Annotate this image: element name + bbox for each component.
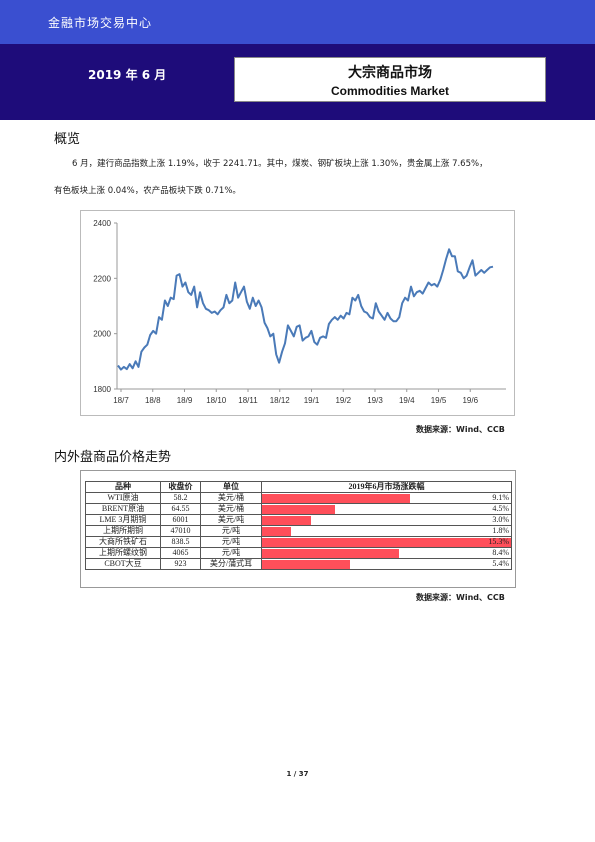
report-title-en: Commodities Market (330, 84, 450, 98)
prices-source: 数据来源：Wind、CCB (416, 593, 505, 602)
price-unit: 元/吨 (200, 547, 262, 559)
index-series-line (117, 248, 494, 371)
change-bar (262, 505, 336, 514)
commodity-index-chart-frame: 1800 2000 2200 2400 18/7 18/8 18/9 18/10 18/11 18… (80, 210, 515, 416)
change-cell: 5.4% (261, 558, 512, 570)
commodity-name: CBOT大豆 (85, 558, 161, 570)
price-unit: 元/吨 (200, 525, 262, 537)
commodity-name: BRENT原油 (85, 503, 161, 515)
commodity-name: WTI原油 (85, 492, 161, 504)
header-name: 品种 (85, 481, 161, 493)
x-tick-label: 18/7 (113, 396, 129, 405)
commodity-index-chart: 1800 2000 2200 2400 18/7 18/8 18/9 18/10 18/11 18… (93, 219, 506, 405)
table-row: BRENT原油 64.55 美元/桶 4.5% (85, 503, 512, 515)
change-label: 5.4% (492, 559, 509, 568)
change-label: 1.8% (492, 526, 509, 535)
change-cell: 15.3% (261, 536, 512, 548)
x-tick-label: 18/11 (238, 396, 258, 405)
closing-price: 923 (160, 558, 201, 570)
change-cell: 3.0% (261, 514, 512, 526)
closing-price: 6001 (160, 514, 201, 526)
y-tick-label: 2400 (93, 219, 111, 228)
commodity-name: 大商所铁矿石 (85, 536, 161, 548)
table-row: WTI原油 58.2 美元/桶 9.1% (85, 492, 512, 504)
prices-table: 品种 收盘价 单位 2019年6月市场涨跌幅 WTI原油 58.2 美元/桶 9.1%… (85, 481, 512, 570)
x-tick-label: 18/9 (177, 396, 193, 405)
report-title-box: 大宗商品市场 Commodities Market (234, 57, 546, 102)
closing-price: 47010 (160, 525, 201, 537)
commodity-name: 上期所期铜 (85, 525, 161, 537)
x-tick-label: 18/12 (270, 396, 291, 405)
change-bar (262, 516, 311, 525)
table-row: 大商所铁矿石 838.5 元/吨 15.3% (85, 536, 512, 548)
price-unit: 美元/桶 (200, 492, 262, 504)
change-bar (262, 549, 399, 558)
x-tick-label: 19/3 (367, 396, 383, 405)
change-label: 9.1% (492, 493, 509, 502)
change-cell: 9.1% (261, 492, 512, 504)
price-unit: 美元/桶 (200, 503, 262, 515)
y-tick-label: 2000 (93, 330, 111, 339)
change-bar (262, 538, 511, 547)
change-bar (262, 527, 292, 536)
x-tick-label: 19/6 (462, 396, 478, 405)
header-price: 收盘价 (160, 481, 201, 493)
x-tick-label: 19/4 (399, 396, 415, 405)
change-bar (262, 494, 411, 503)
prices-heading: 内外盘商品价格走势 (54, 450, 172, 465)
y-tick-label: 1800 (93, 385, 111, 394)
header-change: 2019年6月市场涨跌幅 (261, 481, 512, 493)
header-unit: 单位 (200, 481, 262, 493)
change-bar (262, 560, 350, 569)
change-cell: 4.5% (261, 503, 512, 515)
change-label: 8.4% (492, 548, 509, 557)
change-label: 15.3% (488, 537, 509, 546)
overview-line-2: 有色板块上涨 0.04%，农产品板块下跌 0.71%。 (54, 186, 241, 196)
change-label: 4.5% (492, 504, 509, 513)
y-tick-label: 2200 (93, 274, 111, 283)
x-tick-label: 19/5 (431, 396, 447, 405)
page-number: 1 / 37 (286, 770, 309, 778)
chart-source: 数据来源：Wind、CCB (416, 425, 505, 434)
report-title-cn: 大宗商品市场 (348, 65, 432, 81)
closing-price: 838.5 (160, 536, 201, 548)
prices-table-header: 品种 收盘价 单位 2019年6月市场涨跌幅 (85, 481, 512, 493)
overview-line-1: 6 月，建行商品指数上涨 1.19%，收于 2241.71。其中，煤炭、钢矿板块… (72, 159, 488, 169)
overview-paragraph: 6 月，建行商品指数上涨 1.19%，收于 2241.71。其中，煤炭、钢矿板块… (54, 151, 544, 205)
commodity-name: LME 3月期铜 (85, 514, 161, 526)
x-tick-label: 19/1 (304, 396, 320, 405)
x-tick-label: 19/2 (335, 396, 351, 405)
organization-name: 金融市场交易中心 (48, 16, 153, 30)
overview-heading: 概览 (54, 132, 81, 147)
closing-price: 4065 (160, 547, 201, 559)
price-unit: 元/吨 (200, 536, 262, 548)
prices-table-frame: 品种 收盘价 单位 2019年6月市场涨跌幅 WTI原油 58.2 美元/桶 9.1%… (80, 470, 516, 588)
price-unit: 美分/蒲式耳 (200, 558, 262, 570)
price-unit: 美元/吨 (200, 514, 262, 526)
table-row: 上期所螺纹钢 4065 元/吨 8.4% (85, 547, 512, 559)
table-row: 上期所期铜 47010 元/吨 1.8% (85, 525, 512, 537)
closing-price: 64.55 (160, 503, 201, 515)
commodity-name: 上期所螺纹钢 (85, 547, 161, 559)
top-bar: 金融市场交易中心 (0, 0, 595, 44)
table-row: LME 3月期铜 6001 美元/吨 3.0% (85, 514, 512, 526)
x-tick-label: 18/10 (206, 396, 227, 405)
change-cell: 8.4% (261, 547, 512, 559)
change-cell: 1.8% (261, 525, 512, 537)
table-row: CBOT大豆 923 美分/蒲式耳 5.4% (85, 558, 512, 570)
x-tick-label: 18/8 (145, 396, 161, 405)
change-label: 3.0% (492, 515, 509, 524)
report-date: 2019 年 6 月 (88, 68, 167, 82)
header-band: 2019 年 6 月 大宗商品市场 Commodities Market (0, 44, 595, 120)
closing-price: 58.2 (160, 492, 201, 504)
